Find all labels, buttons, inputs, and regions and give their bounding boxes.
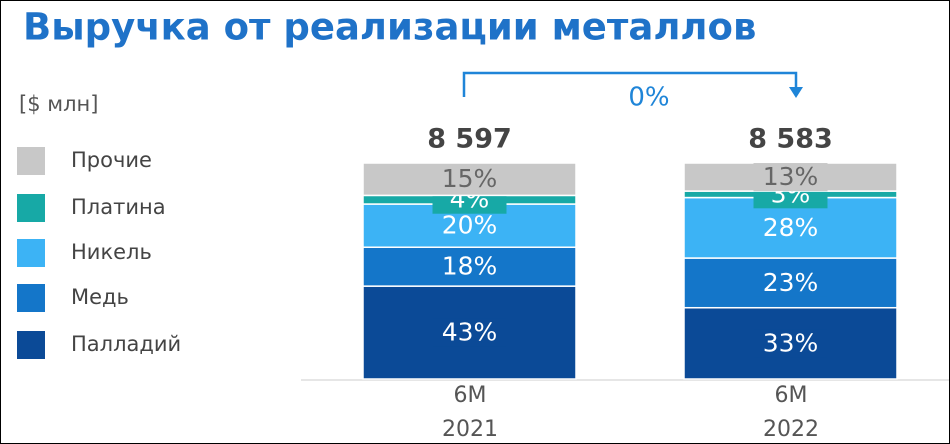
- x-tick-label: 6M 2021: [442, 383, 498, 442]
- value-label-box: [753, 163, 828, 192]
- change-arrow: [462, 71, 798, 97]
- x-tick-label: 6M 2022: [763, 383, 819, 442]
- value-label: 23%: [763, 268, 819, 297]
- legend-label: Прочие: [71, 148, 152, 172]
- legend-swatch: [17, 194, 45, 222]
- legend-swatch: [17, 239, 45, 267]
- legend-label: Палладий: [71, 332, 181, 356]
- value-label-box: [432, 165, 507, 194]
- value-label-box: [432, 318, 507, 347]
- change-label: 0%: [628, 83, 669, 113]
- chart-title: Выручка от реализации металлов: [23, 6, 756, 49]
- legend-label: Платина: [71, 195, 166, 219]
- legend-label: Никель: [71, 240, 152, 264]
- legend-swatch: [17, 284, 45, 312]
- value-label-box: [432, 211, 507, 240]
- total-label: 8 583: [748, 124, 833, 155]
- arrow-head: [789, 87, 803, 98]
- total-label: 8 597: [427, 124, 512, 155]
- value-label-box: [753, 268, 828, 297]
- unit-label: [$ млн]: [19, 92, 98, 116]
- legend-swatch: [17, 331, 45, 359]
- value-label: 18%: [442, 252, 498, 281]
- value-label: 13%: [763, 162, 819, 191]
- value-label-box: [753, 213, 828, 242]
- value-label: 20%: [442, 211, 498, 240]
- value-label: 15%: [442, 164, 498, 193]
- value-label: 28%: [763, 213, 819, 242]
- value-label: 33%: [763, 328, 819, 357]
- value-label-box: [432, 252, 507, 281]
- legend-swatch: [17, 147, 45, 175]
- value-label: 43%: [442, 318, 498, 347]
- value-label-box: [753, 329, 828, 358]
- legend-label: Медь: [71, 285, 129, 309]
